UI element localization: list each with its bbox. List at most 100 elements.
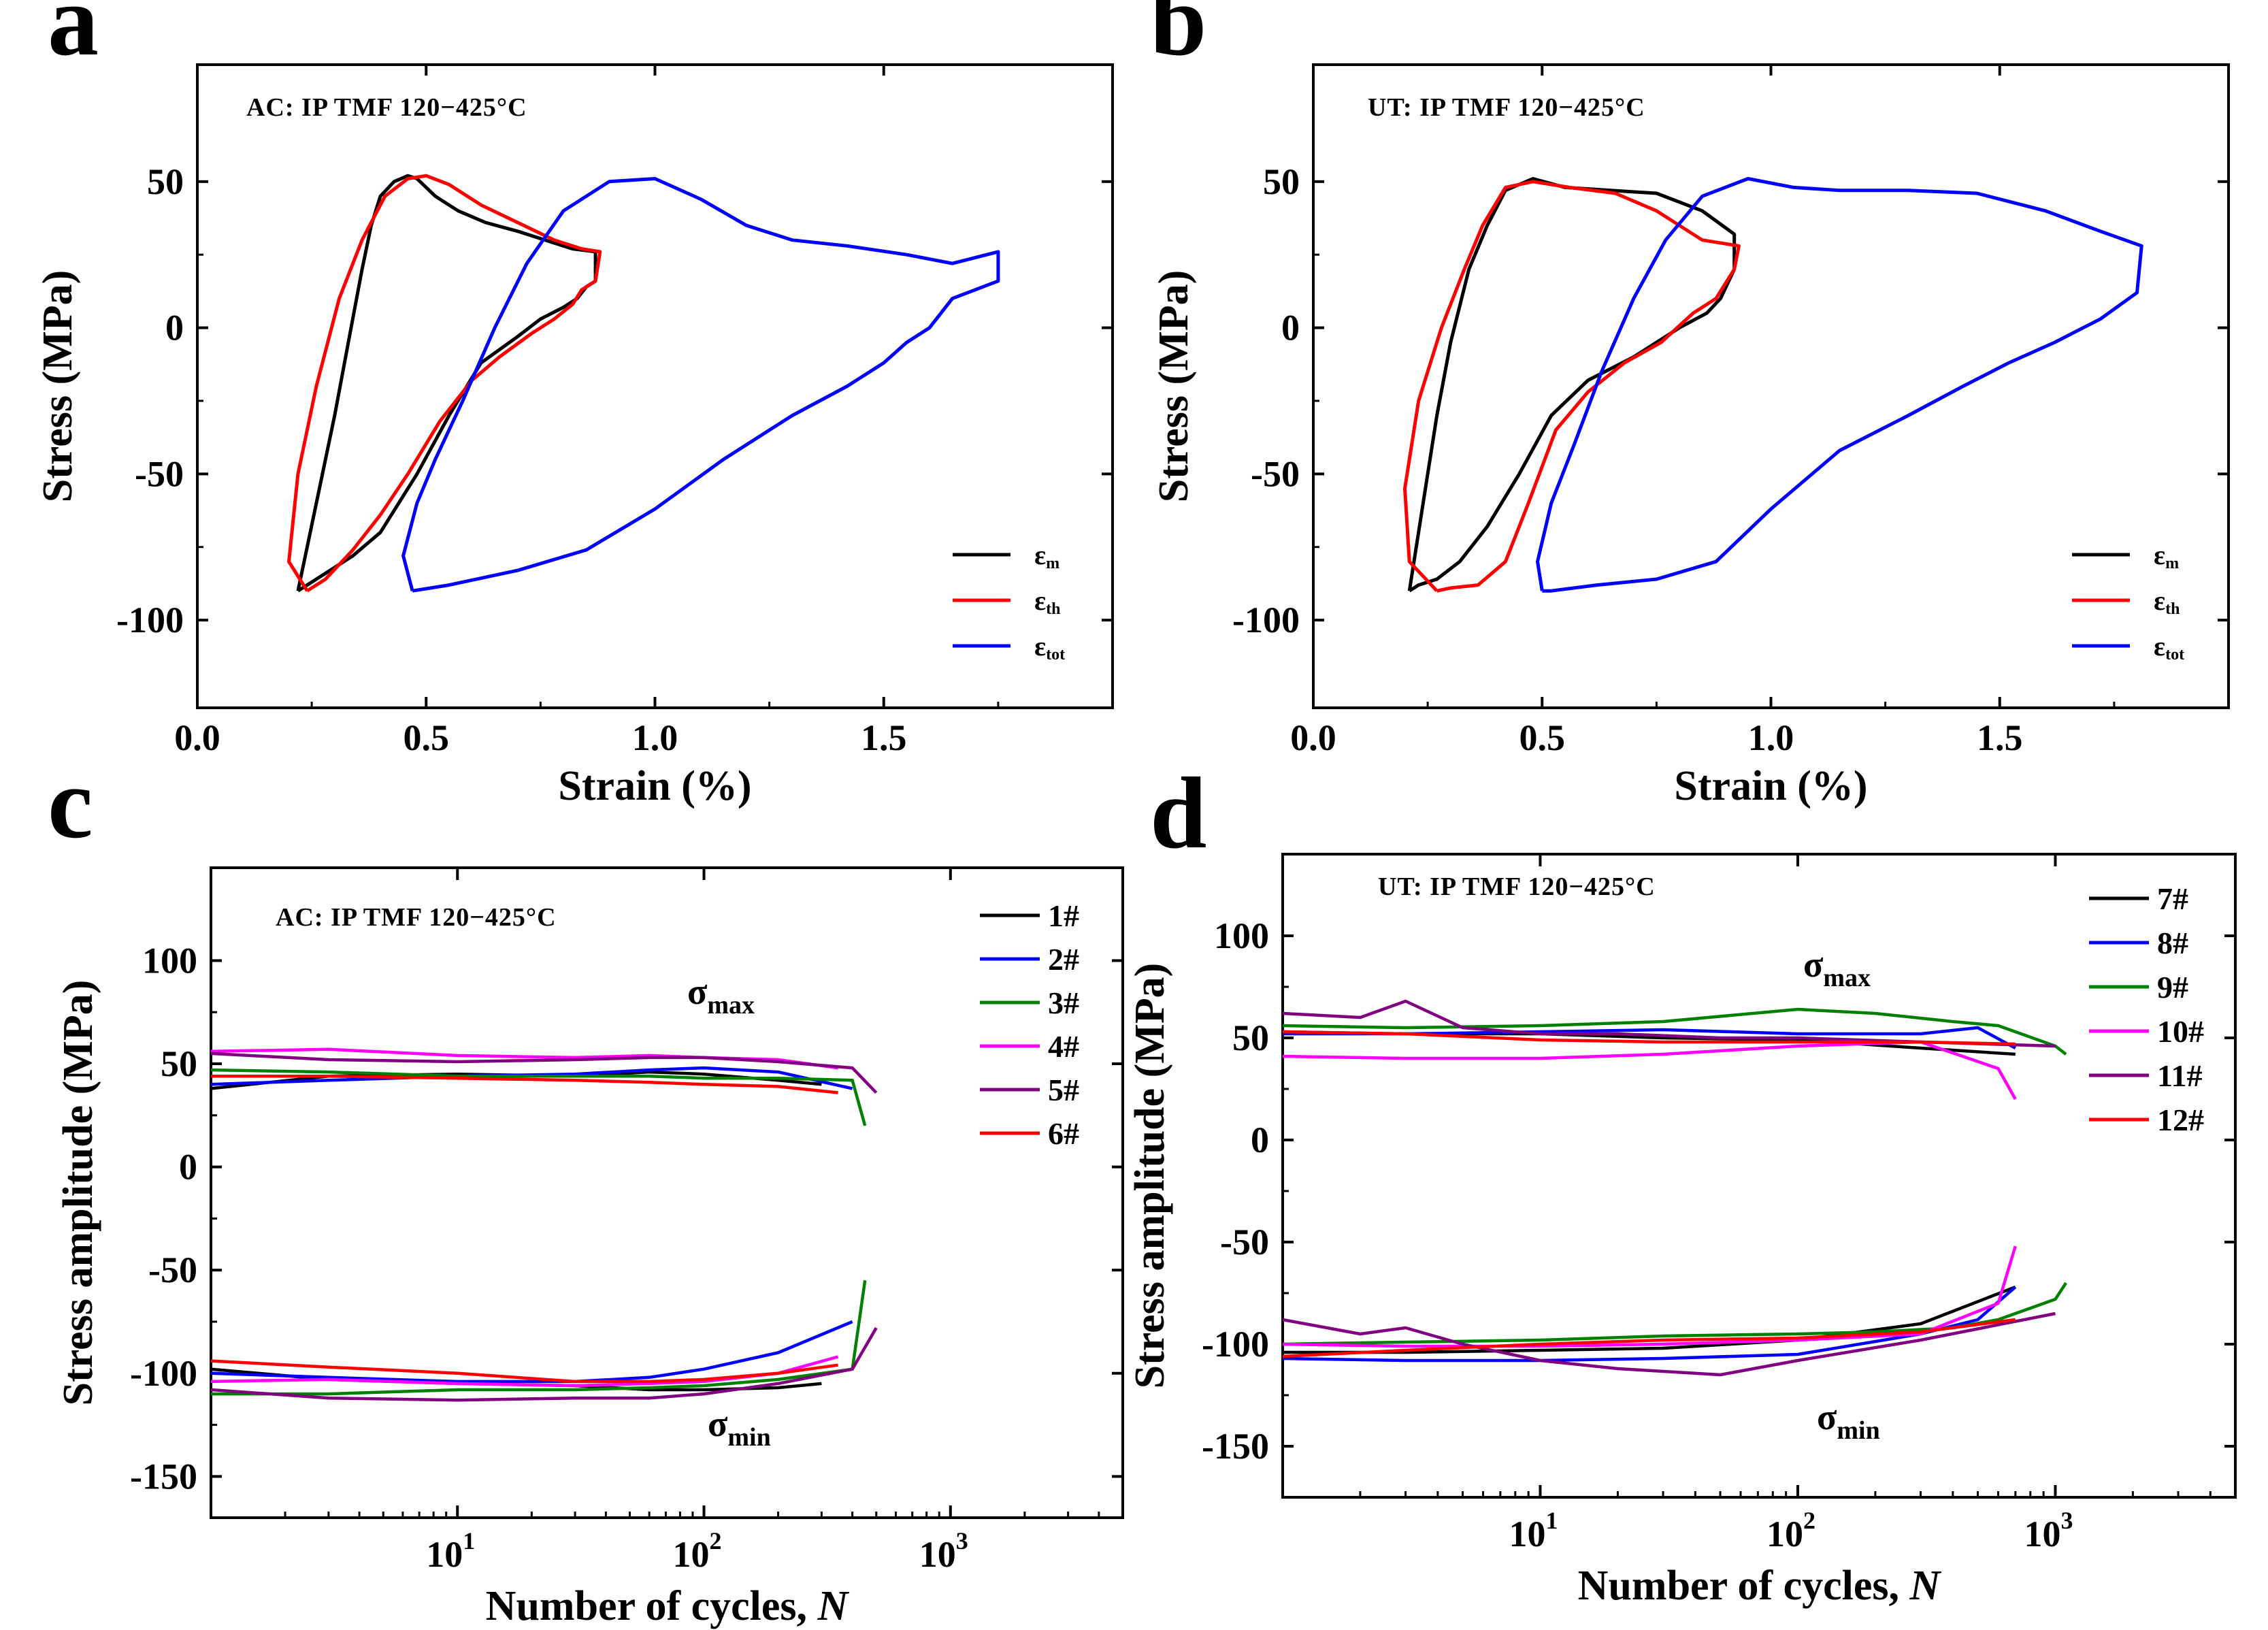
x-tick-base: 10 — [673, 1534, 710, 1575]
legend-subscript: tot — [2165, 646, 2184, 664]
y-tick-label: -50 — [1251, 453, 1300, 494]
x-tick-base: 10 — [2024, 1514, 2060, 1554]
y-tick-label: -50 — [148, 1250, 197, 1290]
legend-symbol: ε — [1034, 585, 1046, 616]
legend-symbol: ε — [2154, 631, 2165, 662]
legend-symbol: ε — [1034, 540, 1046, 570]
y-axis-title: Stress amplitude (MPa) — [55, 980, 101, 1406]
x-tick-exponent: 2 — [710, 1527, 722, 1554]
series-line-th — [1403, 180, 1741, 593]
series-min-line — [210, 1320, 853, 1384]
panel-letter: b — [1150, 0, 1206, 77]
series-max-line — [1282, 1040, 2017, 1101]
sigma-max-label: σmax — [1803, 944, 1871, 992]
y-tick-label: 50 — [1263, 161, 1300, 202]
x-tick-exponent: 2 — [1803, 1507, 1815, 1534]
condition-annotation: AC: IP TMF 120−425°C — [246, 93, 527, 122]
x-tick-label: 0.0 — [1290, 717, 1336, 758]
y-tick-label: 50 — [161, 1043, 197, 1084]
series-min-line — [1282, 1286, 2017, 1363]
x-tick-label: 1.5 — [1977, 717, 2023, 758]
series-max-line — [210, 1052, 878, 1094]
condition-annotation: UT: IP TMF 120−425°C — [1368, 93, 1645, 122]
x-tick-label: 0.5 — [404, 717, 450, 758]
y-tick-label: 100 — [142, 940, 197, 981]
x-tick-base: 10 — [1766, 1514, 1803, 1554]
legend-subscript: th — [2165, 600, 2180, 618]
x-tick-base: 10 — [426, 1534, 463, 1575]
legend-subscript: th — [1046, 600, 1060, 618]
sigma-subscript: max — [1823, 964, 1871, 992]
series-line-tot — [1536, 177, 2143, 593]
legend-label: 7# — [2157, 881, 2188, 916]
y-tick-label: -50 — [135, 453, 184, 494]
sigma-subscript: min — [727, 1423, 770, 1452]
legend-symbol: ε — [2154, 540, 2165, 570]
y-axis-title: Stress amplitude (MPa) — [1127, 963, 1173, 1389]
plot-frame — [1281, 853, 2237, 1499]
sigma-symbol: σ — [1817, 1397, 1837, 1437]
y-tick-label: -50 — [1220, 1222, 1269, 1262]
x-tick-exponent: 3 — [956, 1527, 968, 1554]
x-tick-label: 102 — [1766, 1507, 1815, 1554]
x-axis-title: Number of cycles, N — [486, 1583, 850, 1629]
x-tick-label: 1.0 — [632, 717, 678, 758]
legend-label: 6# — [1048, 1116, 1079, 1151]
legend-label: 4# — [1048, 1029, 1079, 1064]
series-min-line — [1282, 1318, 2016, 1358]
legend-label: 8# — [2157, 926, 2188, 960]
sigma-max-label: σmax — [687, 971, 755, 1020]
series-max-line — [210, 1068, 867, 1126]
legend-label: εm — [2154, 540, 2179, 572]
plot-frame — [210, 866, 1124, 1519]
x-axis-title-text: Number of cycles, — [1578, 1563, 1910, 1609]
sigma-symbol: σ — [1803, 944, 1824, 985]
legend-label: 10# — [2157, 1014, 2204, 1049]
sigma-subscript: min — [1837, 1416, 1879, 1445]
y-axis-title: Stress (MPa) — [1151, 270, 1197, 502]
legend-subscript: m — [1046, 555, 1059, 572]
y-tick-label: -100 — [116, 600, 184, 640]
y-tick-label: 0 — [179, 1147, 197, 1188]
y-tick-label: -100 — [130, 1353, 197, 1394]
x-tick-label: 1.5 — [861, 717, 907, 758]
legend-label: εth — [1034, 585, 1060, 618]
y-tick-label: 50 — [1232, 1017, 1269, 1058]
legend-label: 11# — [2157, 1058, 2202, 1093]
panel-b: b -100 -50 0 50 0.0 0.5 1.0 1.5 Strain (%) Stress … — [1150, 0, 2230, 809]
x-tick-label: 102 — [673, 1527, 722, 1575]
legend-subscript: m — [2165, 555, 2179, 572]
panel-letter: d — [1150, 757, 1206, 870]
series-min-line — [1282, 1311, 2056, 1377]
x-tick-label: 1.0 — [1748, 717, 1794, 758]
series-line-th — [287, 174, 602, 593]
panel-letter: a — [48, 0, 99, 77]
y-tick-label: 50 — [147, 161, 184, 202]
legend-label: εm — [1034, 540, 1059, 572]
x-axis-title-var: N — [1909, 1563, 1942, 1609]
series-max-line — [1282, 1007, 2067, 1056]
series-min-line — [210, 1326, 878, 1402]
x-tick-exponent: 1 — [463, 1527, 475, 1554]
y-tick-label: -100 — [1232, 600, 1300, 640]
x-tick-label: 101 — [1509, 1507, 1558, 1554]
legend-label: 2# — [1048, 942, 1079, 977]
y-tick-label: -150 — [1202, 1426, 1269, 1467]
legend-label: εth — [2154, 585, 2180, 618]
legend-symbol: ε — [1034, 631, 1046, 662]
legend-label: 3# — [1048, 985, 1079, 1020]
series-max-line — [1282, 999, 2056, 1048]
series-max-line — [1282, 1030, 2016, 1046]
series-max-line — [210, 1047, 838, 1070]
panel-letter: c — [48, 747, 93, 860]
series-min-line — [1282, 1282, 2067, 1346]
sigma-min-label: σmin — [1817, 1397, 1880, 1445]
series-line-tot — [401, 177, 1000, 593]
x-axis-title-text: Number of cycles, — [486, 1583, 818, 1629]
plot-frame — [1312, 63, 2230, 709]
x-axis-title-var: N — [817, 1583, 850, 1629]
legend-label: εtot — [1034, 631, 1065, 664]
series-min-line — [1283, 1285, 2016, 1354]
